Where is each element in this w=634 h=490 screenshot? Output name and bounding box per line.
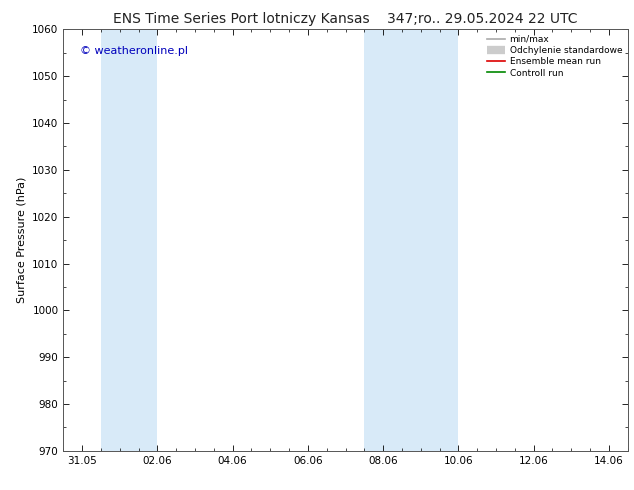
Bar xyxy=(101,29,157,451)
Text: 347;ro.. 29.05.2024 22 UTC: 347;ro.. 29.05.2024 22 UTC xyxy=(387,12,577,26)
Y-axis label: Surface Pressure (hPa): Surface Pressure (hPa) xyxy=(16,177,27,303)
Text: © weatheronline.pl: © weatheronline.pl xyxy=(81,46,188,56)
Bar xyxy=(365,29,458,451)
Legend: min/max, Odchylenie standardowe, Ensemble mean run, Controll run: min/max, Odchylenie standardowe, Ensembl… xyxy=(484,31,626,81)
Text: ENS Time Series Port lotniczy Kansas: ENS Time Series Port lotniczy Kansas xyxy=(113,12,369,26)
